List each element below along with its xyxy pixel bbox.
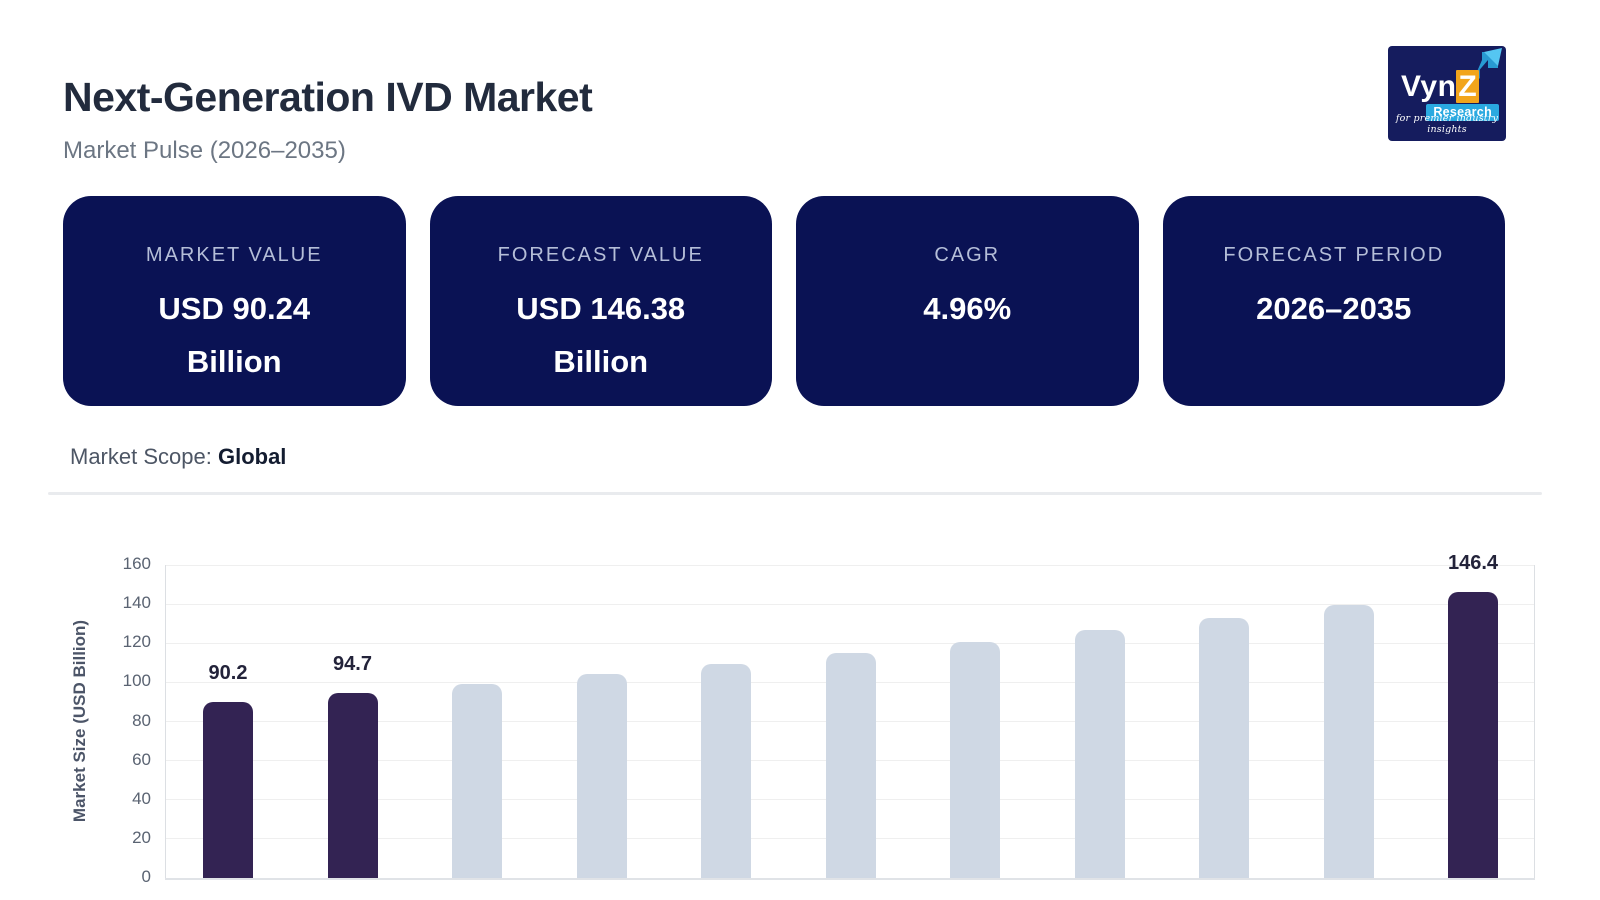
- chart-bar-6: [825, 653, 876, 878]
- stat-card-forecast-period: FORECAST PERIOD 2026–2035: [1162, 196, 1505, 406]
- chart-bar-3: [452, 683, 502, 878]
- chart-bar-4: [576, 673, 627, 878]
- chart-bar-5: [701, 663, 751, 878]
- chart-bar-9: [1199, 618, 1249, 878]
- y-tick-label: 140: [122, 593, 151, 613]
- gridline: [165, 603, 1535, 605]
- chart-bar-11: [1448, 591, 1498, 878]
- stat-card-value: USD 146.38 Billion: [516, 291, 686, 379]
- stat-card-label: CAGR: [934, 244, 1001, 266]
- stat-card-value: 4.96%: [923, 291, 1012, 326]
- y-axis-title: Market Size (USD Billion): [70, 619, 89, 823]
- y-tick-label: 120: [122, 632, 151, 652]
- vynz-logo: VynZ Research for premier industry insig…: [1388, 46, 1506, 141]
- gridline: [165, 564, 1535, 566]
- stat-card-cagr: CAGR 4.96%: [796, 196, 1139, 406]
- y-tick-label: 60: [132, 749, 151, 769]
- stat-card-market-value: MARKET VALUE USD 90.24 Billion: [63, 196, 406, 406]
- chart-bar-10: [1323, 605, 1374, 878]
- y-tick-label: 20: [132, 827, 151, 847]
- page-subtitle: Market Pulse (2026–2035): [63, 137, 346, 164]
- y-axis-line: [165, 565, 166, 878]
- stat-cards: MARKET VALUE USD 90.24 Billion FORECAST …: [63, 196, 1505, 406]
- chart-bar-8: [1074, 630, 1125, 878]
- page-title: Next-Generation IVD Market: [63, 74, 593, 120]
- chart-bar-7: [950, 641, 1000, 878]
- logo-z-accent: Z: [1456, 70, 1480, 103]
- y-tick-label: 0: [141, 867, 151, 886]
- section-divider: [48, 492, 1542, 495]
- bar-value-label: 90.2: [208, 661, 248, 684]
- y-tick-label: 160: [122, 554, 151, 573]
- y-tick-label: 80: [132, 710, 151, 730]
- plot-area: 0 20 40 60 80 100 120 140 160 90.2 94.7 146.4: [123, 552, 1535, 886]
- bar-value-label: 94.7: [333, 652, 372, 675]
- gridline: [165, 642, 1535, 644]
- market-scope-value: Global: [217, 444, 287, 469]
- stat-card-label: FORECAST PERIOD: [1223, 244, 1445, 266]
- plot-right-border: [1534, 565, 1535, 878]
- chart-bar-2: [327, 692, 378, 878]
- logo-research-badge: Research: [1426, 104, 1499, 121]
- bar-value-label: 146.4: [1447, 551, 1499, 574]
- market-scope-label: Market Scope:: [70, 444, 212, 469]
- y-tick-label: 40: [132, 788, 151, 808]
- stat-card-forecast-value: FORECAST VALUE USD 146.38 Billion: [429, 196, 772, 406]
- stat-card-label: MARKET VALUE: [145, 244, 323, 266]
- gridline: [165, 877, 1535, 880]
- market-scope: Market Scope: Global: [70, 444, 286, 470]
- stat-card-value: 2026–2035: [1256, 291, 1412, 326]
- stat-card-label: FORECAST VALUE: [497, 244, 704, 266]
- logo-brand-text: VynZ: [1401, 70, 1480, 103]
- y-tick-label: 100: [122, 671, 151, 691]
- logo-tagline: for premier industry insights: [1395, 113, 1499, 135]
- stat-card-value: USD 90.24 Billion: [158, 291, 311, 379]
- chart-bar-1: [203, 701, 253, 878]
